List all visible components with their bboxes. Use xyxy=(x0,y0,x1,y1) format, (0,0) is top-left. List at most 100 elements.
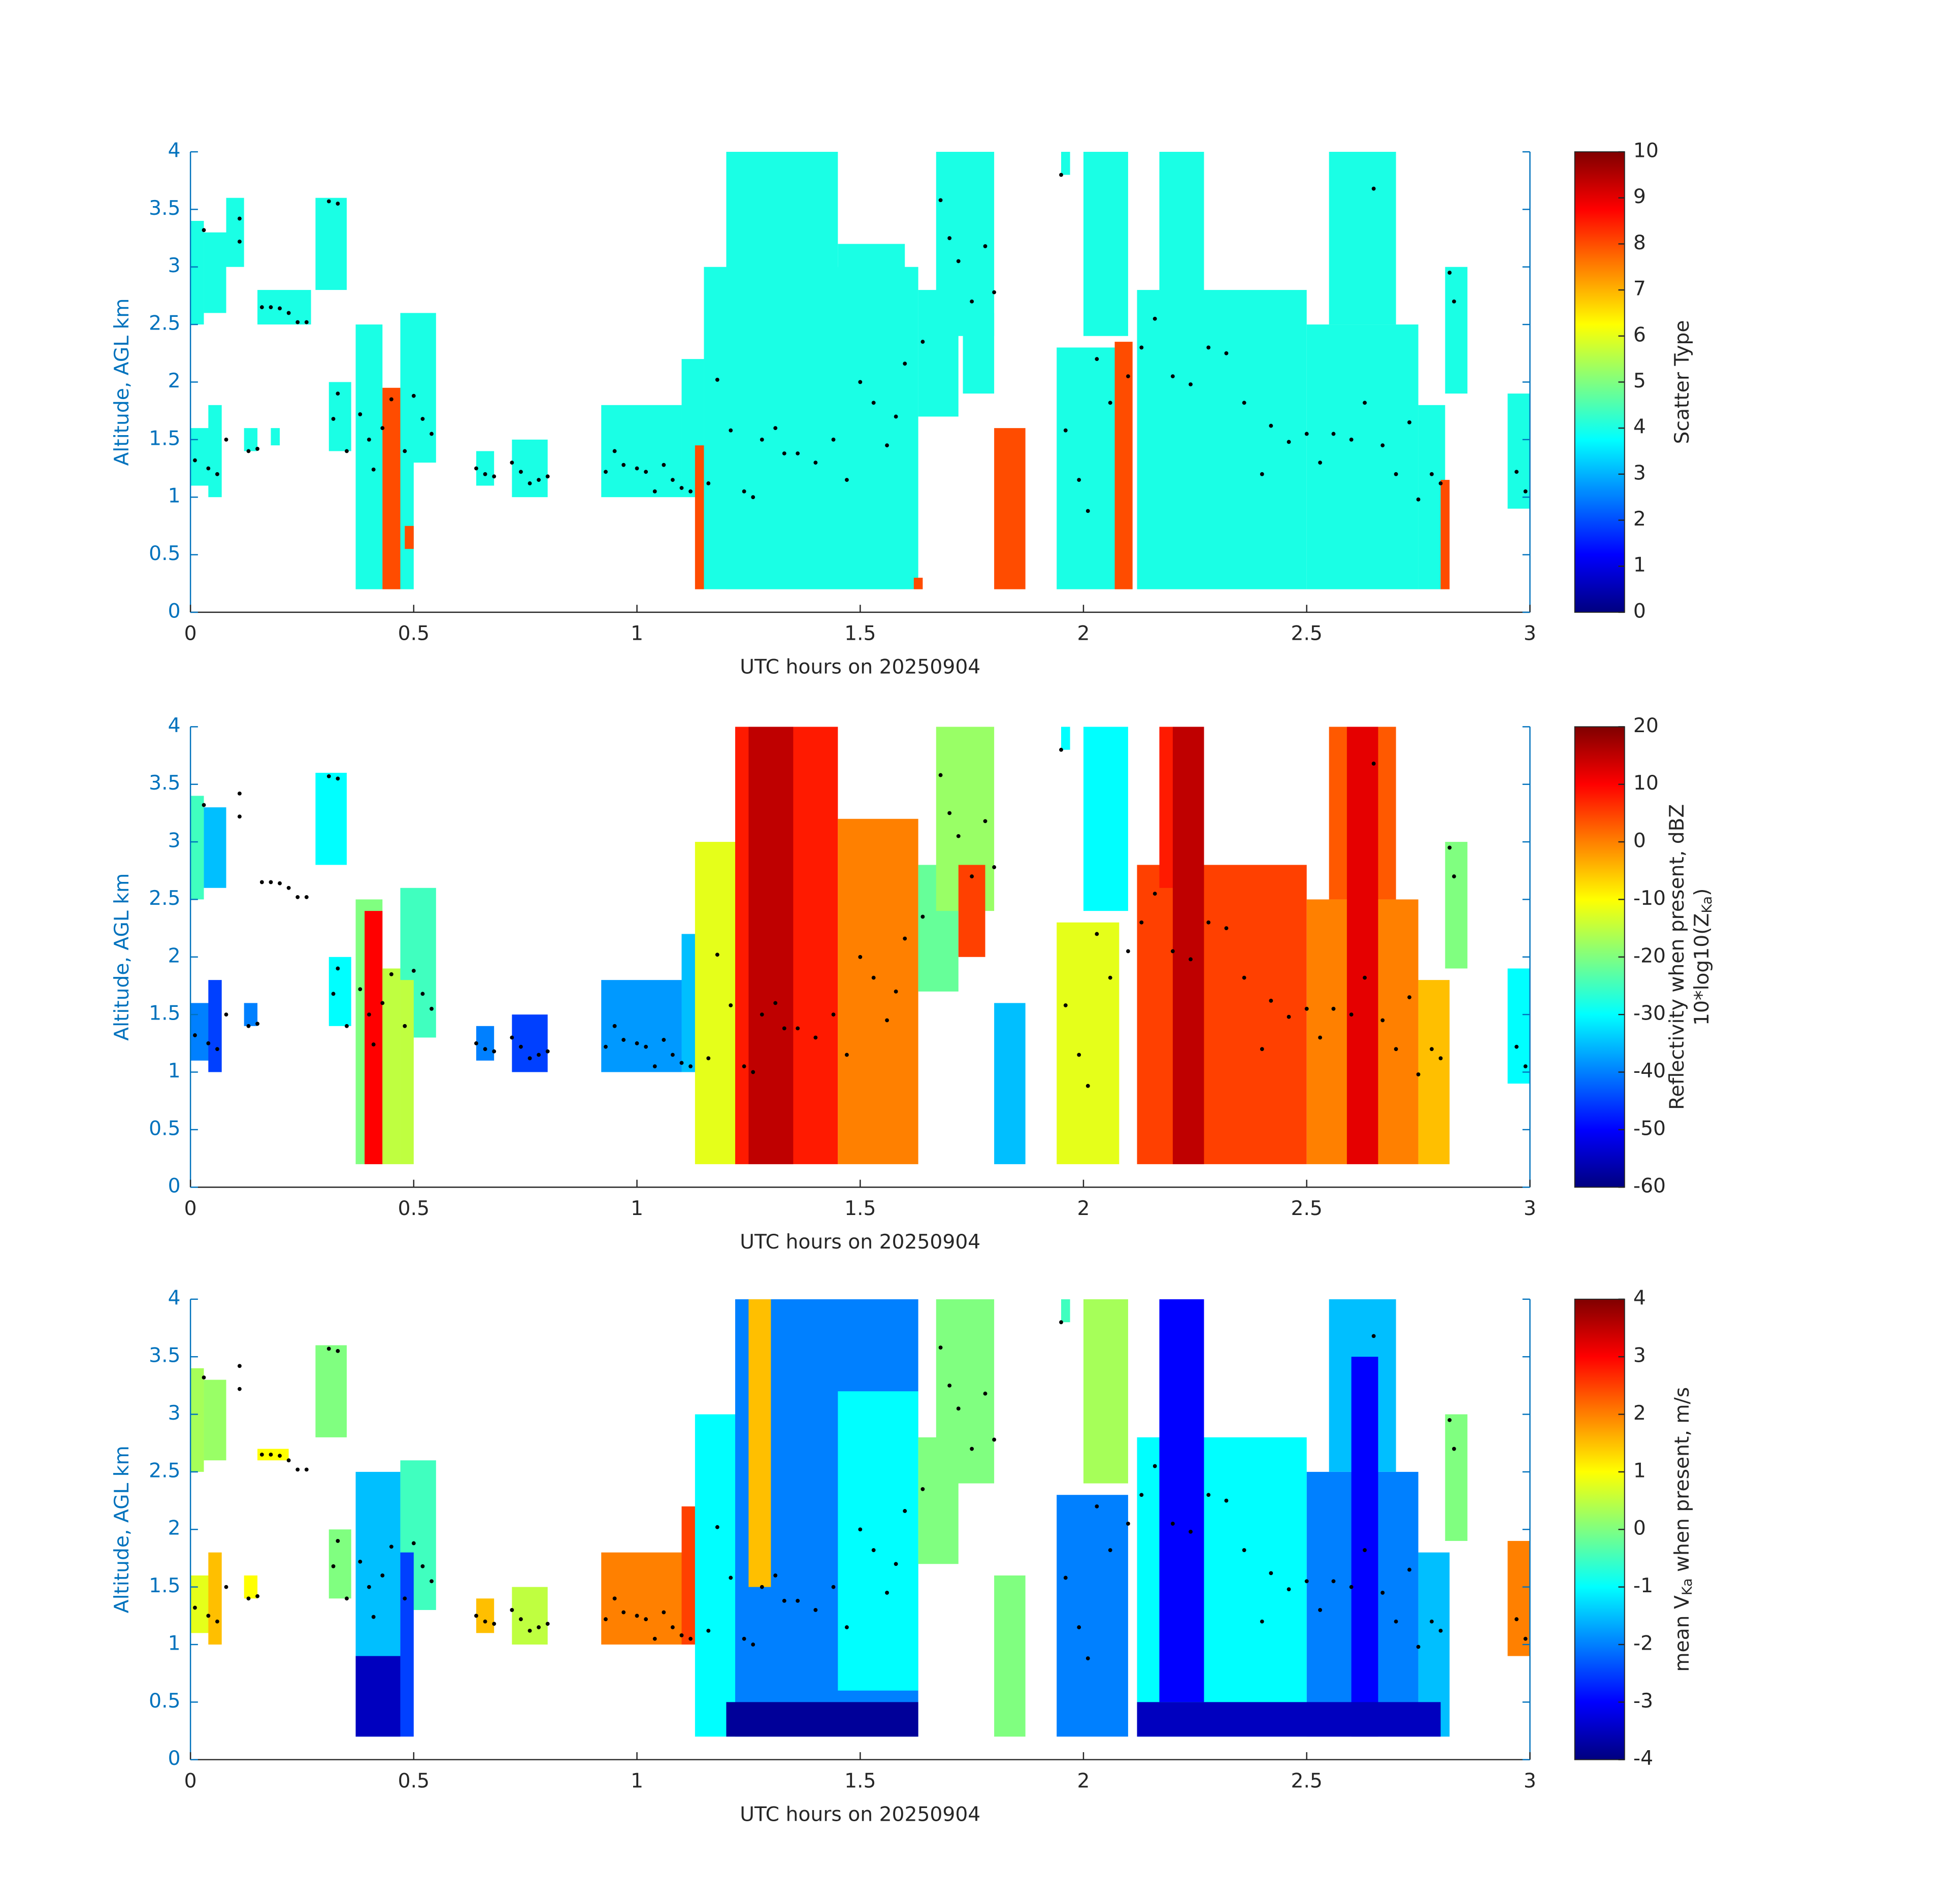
colorbar-tick-label: -50 xyxy=(1633,1117,1666,1140)
colorbar xyxy=(1574,1298,1625,1760)
marker-dot xyxy=(1447,271,1452,275)
colorbar-tick-label: 10 xyxy=(1633,140,1659,162)
y-tick-label: 3 xyxy=(168,830,181,852)
marker-dot xyxy=(612,1596,617,1601)
marker-dot xyxy=(389,1545,393,1549)
y-axis-label: Altitude, AGL km xyxy=(111,299,134,466)
heatmap-cell xyxy=(1061,152,1070,175)
heatmap-cell xyxy=(726,152,838,589)
colorbar-tick-label: 2 xyxy=(1633,1402,1646,1425)
heatmap-cell xyxy=(1083,727,1128,911)
marker-dot xyxy=(1523,489,1528,494)
marker-dot xyxy=(1139,345,1144,350)
marker-dot xyxy=(983,1391,988,1396)
y-tick-label: 3.5 xyxy=(149,197,180,220)
marker-dot xyxy=(1394,472,1398,476)
marker-dot xyxy=(1206,920,1211,925)
marker-dot xyxy=(215,1047,219,1052)
marker-dot xyxy=(411,393,416,398)
marker-dot xyxy=(371,467,376,472)
marker-dot xyxy=(1318,461,1323,465)
marker-dot xyxy=(1380,1591,1385,1595)
marker-dot xyxy=(246,449,251,453)
marker-dot xyxy=(1331,1006,1336,1011)
marker-dot xyxy=(1085,509,1090,513)
marker-dot xyxy=(635,1041,639,1045)
marker-dot xyxy=(295,895,300,899)
x-tick-label: 0 xyxy=(184,1769,197,1792)
marker-dot xyxy=(1515,1044,1519,1049)
marker-dot xyxy=(1304,1006,1309,1011)
marker-dot xyxy=(483,472,487,476)
heatmap-cell xyxy=(476,1026,495,1061)
heatmap-cell xyxy=(1057,922,1120,1164)
marker-dot xyxy=(947,811,952,815)
colorbar-tick-label: 10 xyxy=(1633,772,1659,795)
marker-dot xyxy=(612,1024,617,1028)
x-tick-label: 3 xyxy=(1524,1769,1536,1792)
y-tick-label: 2.5 xyxy=(149,887,180,910)
heatmap-cell xyxy=(1057,1495,1128,1737)
marker-dot xyxy=(403,1024,407,1028)
heatmap-cell xyxy=(204,1380,226,1461)
marker-dot xyxy=(286,885,291,890)
heatmap-cell xyxy=(958,865,985,957)
heatmap-cell xyxy=(1083,152,1128,336)
marker-dot xyxy=(1438,1628,1443,1633)
marker-dot xyxy=(304,320,309,324)
colorbar-tick-label: 5 xyxy=(1633,370,1646,392)
heatmap-cell xyxy=(382,387,401,589)
marker-dot xyxy=(992,290,997,294)
heatmap-cell xyxy=(355,1656,401,1737)
heatmap-cell xyxy=(748,1299,771,1587)
marker-dot xyxy=(345,1596,349,1601)
heatmap-cell xyxy=(512,1014,548,1072)
marker-dot xyxy=(1407,420,1411,424)
marker-dot xyxy=(492,1049,497,1054)
heatmap-cell xyxy=(190,796,204,900)
marker-dot xyxy=(652,1636,657,1641)
heatmap-cell xyxy=(1114,342,1133,589)
label-part: Reflectivity when present, dBZ xyxy=(1666,804,1689,1110)
marker-dot xyxy=(1416,497,1421,502)
marker-dot xyxy=(1452,874,1456,879)
heatmap-cell xyxy=(400,980,414,1164)
marker-dot xyxy=(278,306,282,311)
heatmap-cell xyxy=(838,818,918,1164)
marker-dot xyxy=(286,311,291,315)
marker-dot xyxy=(420,992,425,996)
heatmap-cell xyxy=(328,382,351,451)
marker-dot xyxy=(358,1559,363,1564)
y-tick-label: 0.5 xyxy=(149,1690,180,1713)
marker-dot xyxy=(956,259,961,264)
colorbar-tick-label: 6 xyxy=(1633,323,1646,346)
marker-dot xyxy=(1126,949,1130,954)
marker-dot xyxy=(706,481,711,485)
marker-dot xyxy=(304,895,309,899)
marker-dot xyxy=(992,865,997,869)
marker-dot xyxy=(358,987,363,992)
colorbar-label: mean VKa when present, m/s xyxy=(1670,1387,1695,1672)
marker-dot xyxy=(528,1056,532,1061)
y-tick-label: 1 xyxy=(168,1060,181,1082)
y-tick-label: 2.5 xyxy=(149,312,180,335)
marker-dot xyxy=(751,1070,755,1074)
marker-dot xyxy=(1407,1567,1411,1572)
marker-dot xyxy=(751,1643,755,1647)
colorbar xyxy=(1574,151,1625,613)
marker-dot xyxy=(706,1056,711,1061)
marker-dot xyxy=(1371,186,1376,191)
marker-dot xyxy=(336,1539,340,1543)
heatmap-cell xyxy=(315,198,347,290)
marker-dot xyxy=(621,1610,626,1615)
marker-dot xyxy=(358,412,363,416)
marker-dot xyxy=(518,470,523,474)
marker-dot xyxy=(336,966,340,971)
marker-dot xyxy=(1452,299,1456,304)
marker-dot xyxy=(621,1038,626,1042)
marker-dot xyxy=(938,198,943,203)
marker-dot xyxy=(742,1064,746,1069)
marker-dot xyxy=(796,1026,800,1031)
marker-dot xyxy=(255,447,259,451)
heatmap-cell xyxy=(994,1003,1026,1164)
